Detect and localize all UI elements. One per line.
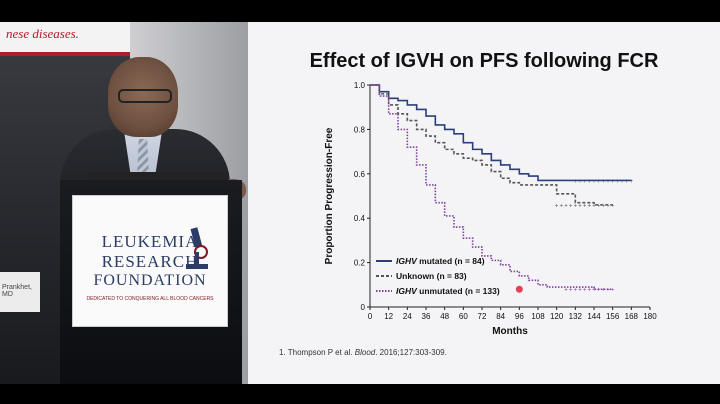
microscope-icon (186, 227, 208, 269)
censor-mark: + (616, 179, 620, 185)
censor-mark: + (611, 203, 615, 209)
series-line-1 (370, 84, 613, 206)
legend-entry-2: IGHV unmutated (n = 133) (396, 286, 500, 296)
x-tick-label: 180 (643, 312, 657, 321)
x-tick-label: 84 (496, 312, 505, 321)
legend-entry-1: Unknown (n = 83) (396, 271, 467, 281)
censor-mark: + (597, 288, 601, 294)
censor-mark: + (578, 288, 582, 294)
x-tick-label: 72 (478, 312, 487, 321)
caption-prefix: 1. Thompson P et al. (279, 348, 355, 357)
censor-mark: + (602, 288, 606, 294)
censor-mark: + (564, 288, 568, 294)
name-sign-text: Prankhet, MD (2, 284, 32, 298)
censor-mark: + (583, 288, 587, 294)
y-tick-label: 0.2 (354, 259, 366, 268)
series-line-2 (370, 84, 613, 291)
censor-mark: + (574, 203, 578, 209)
x-tick-label: 120 (550, 312, 564, 321)
x-tick-label: 0 (368, 312, 373, 321)
y-tick-label: 1.0 (354, 81, 366, 90)
censor-mark: + (569, 288, 573, 294)
censor-mark: + (606, 288, 610, 294)
caption-journal: Blood (354, 348, 376, 357)
censor-mark: + (602, 203, 606, 209)
censor-mark: + (564, 203, 568, 209)
censor-mark: + (578, 203, 582, 209)
x-tick-label: 12 (384, 312, 393, 321)
x-tick-label: 60 (459, 312, 468, 321)
censor-mark: + (597, 203, 601, 209)
lecture-scene: nese diseases. Prankhet, MD LEUKEMIA RES… (0, 22, 720, 384)
y-tick-label: 0.4 (354, 214, 366, 223)
censor-mark: + (630, 179, 634, 185)
y-tick-label: 0.8 (354, 125, 366, 134)
censor-mark: + (583, 179, 587, 185)
name-sign: Prankhet, MD (0, 272, 40, 312)
censor-mark: + (592, 203, 596, 209)
x-tick-label: 96 (515, 312, 524, 321)
x-tick-label: 156 (606, 312, 620, 321)
censor-mark: + (569, 203, 573, 209)
censor-mark: + (625, 179, 629, 185)
slide-title: Effect of IGVH on PFS following FCR (309, 50, 659, 72)
series-line-0 (370, 84, 632, 182)
x-tick-label: 48 (440, 312, 449, 321)
censor-mark: + (574, 288, 578, 294)
wall-banner: nese diseases. (0, 22, 130, 56)
y-axis-label: Proportion Progression-Free (324, 127, 335, 264)
y-tick-label: 0.6 (354, 170, 366, 179)
censor-mark: + (583, 203, 587, 209)
x-tick-label: 36 (422, 312, 431, 321)
wall-banner-text: nese diseases. (6, 26, 79, 41)
logo-line-3: FOUNDATION (93, 272, 207, 289)
censor-mark: + (592, 179, 596, 185)
x-tick-label: 168 (625, 312, 639, 321)
x-axis-label: Months (492, 326, 528, 337)
censor-mark: + (606, 203, 610, 209)
censor-mark: + (606, 179, 610, 185)
censor-mark: + (597, 179, 601, 185)
logo-line-2: RESEARCH (101, 252, 199, 271)
censor-mark: + (574, 179, 578, 185)
slide-caption: 1. Thompson P et al. Blood. 2016;127:303… (279, 348, 447, 357)
x-tick-label: 24 (403, 312, 412, 321)
censor-mark: + (620, 179, 624, 185)
censor-mark: + (588, 179, 592, 185)
y-tick-label: 0 (361, 303, 366, 312)
legend-entry-0: IGHV mutated (n = 84) (396, 256, 485, 266)
censor-mark: + (588, 203, 592, 209)
censor-mark: + (611, 179, 615, 185)
censor-mark: + (588, 288, 592, 294)
censor-mark: + (592, 288, 596, 294)
logo-tagline: DEDICATED TO CONQUERING ALL BLOOD CANCER… (86, 296, 214, 302)
x-tick-label: 144 (587, 312, 601, 321)
x-tick-label: 132 (569, 312, 583, 321)
censor-mark: + (602, 179, 606, 185)
logo-line-1: LEUKEMIA (101, 232, 199, 251)
censor-mark: + (611, 288, 615, 294)
km-chart: 0 12 24 36 48 60 72 84 96 108 120 132 144 156 168 180 0 0… (324, 81, 657, 337)
censor-mark: + (555, 203, 559, 209)
podium-top (88, 172, 228, 182)
caption-suffix: . 2016;127:303-309. (375, 348, 447, 357)
presentation-slide: Effect of IGVH on PFS following FCR 0 12 2… (248, 22, 720, 384)
laser-pointer-dot (515, 285, 523, 293)
glasses (118, 89, 172, 103)
censor-mark: + (560, 203, 564, 209)
foundation-logo: LEUKEMIA RESEARCH FOUNDATION DEDICATED T… (72, 195, 228, 327)
censor-mark: + (578, 179, 582, 185)
x-tick-label: 108 (531, 312, 545, 321)
